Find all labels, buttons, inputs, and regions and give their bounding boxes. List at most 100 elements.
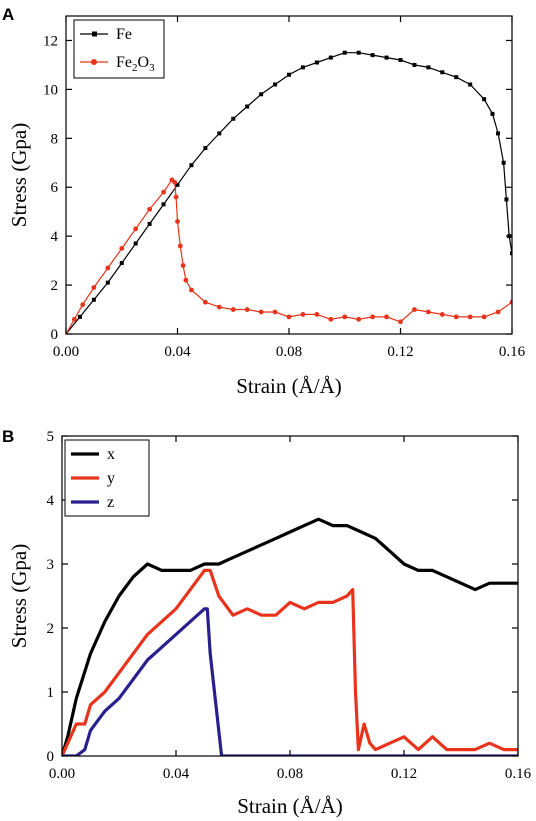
- data-point: [119, 245, 125, 251]
- data-point: [439, 312, 445, 317]
- data-point: [370, 53, 375, 58]
- series-z: [62, 607, 518, 756]
- data-point: [412, 307, 417, 312]
- data-point: [245, 104, 250, 109]
- data-point: [504, 197, 509, 202]
- data-point: [189, 287, 194, 293]
- data-point: [398, 319, 403, 325]
- legend-marker: [92, 31, 97, 37]
- data-point: [183, 277, 189, 283]
- x-tick-label: 0.08: [276, 344, 302, 360]
- y-tick-label: 5: [47, 429, 55, 445]
- series-x: [62, 517, 518, 756]
- data-point: [300, 312, 306, 317]
- data-point: [105, 265, 111, 271]
- y-axis-title: Stress (Gpa): [7, 123, 31, 227]
- data-point: [119, 261, 124, 266]
- data-point: [412, 62, 417, 67]
- y-tick-label: 4: [51, 229, 59, 245]
- y-tick-label: 6: [51, 180, 59, 196]
- data-point: [384, 55, 389, 60]
- data-point: [80, 302, 86, 308]
- data-point: [490, 111, 495, 116]
- data-point: [77, 314, 82, 319]
- y-tick-label: 10: [43, 82, 58, 98]
- legend: xyz: [64, 439, 150, 517]
- data-point: [314, 60, 319, 65]
- data-point: [356, 316, 362, 322]
- data-point: [328, 55, 333, 60]
- series-line: [62, 517, 518, 756]
- y-tick-label: 4: [47, 493, 55, 509]
- panel-a: A 0.00 0.04 0.08 0.12 0.16 0 2 4 6 8 10 12 Strain (Å/…: [2, 5, 526, 398]
- data-point: [175, 182, 180, 187]
- data-point: [147, 221, 152, 226]
- y-tick-label: 2: [51, 278, 59, 294]
- data-point: [398, 58, 403, 63]
- panel-letter: A: [2, 5, 14, 24]
- data-point: [425, 309, 431, 315]
- data-point: [440, 70, 445, 75]
- data-point: [454, 75, 459, 80]
- legend: Fe Fe2O3: [73, 19, 165, 79]
- data-point: [496, 131, 501, 136]
- series-fe: [66, 50, 512, 334]
- data-point: [161, 202, 166, 207]
- series-line: [62, 568, 518, 756]
- x-tick-label: 0.16: [499, 344, 526, 360]
- x-tick-label: 0.00: [53, 344, 79, 360]
- y-tick-label: 12: [43, 33, 58, 49]
- y-tick-label: 1: [47, 685, 55, 701]
- y-tick-label: 8: [51, 131, 59, 147]
- x-tick-label: 0.04: [163, 766, 190, 782]
- series-y: [62, 568, 518, 756]
- data-point: [217, 131, 222, 136]
- panel-b: B 0.00 0.04 0.08 0.12 0.16 0 1 2 3 4 5 Strain (Å/Å) S…: [2, 427, 532, 818]
- data-point: [203, 146, 208, 151]
- data-point: [91, 285, 97, 290]
- panel-letter: B: [2, 427, 14, 446]
- data-point: [231, 116, 236, 121]
- data-point: [173, 194, 179, 200]
- x-tick-label: 0.08: [277, 766, 303, 782]
- data-point: [287, 72, 291, 77]
- data-point: [258, 309, 264, 315]
- series-line: [66, 179, 512, 334]
- x-tick-label: 0.12: [387, 344, 413, 360]
- y-tick-label: 0: [51, 327, 59, 343]
- legend-label: z: [107, 494, 114, 511]
- x-axis-title: Strain (Å/Å): [237, 794, 343, 818]
- data-point: [453, 314, 459, 320]
- data-point: [342, 314, 348, 320]
- legend-label: Fe2O3: [116, 54, 155, 74]
- x-tick-label: 0.04: [164, 344, 191, 360]
- data-point: [71, 316, 77, 322]
- data-point: [510, 251, 512, 256]
- data-point: [501, 160, 506, 165]
- data-point: [286, 314, 292, 320]
- data-point: [300, 65, 305, 70]
- data-point: [272, 309, 278, 315]
- data-point: [175, 219, 180, 224]
- data-point: [482, 97, 487, 102]
- x-tick-label: 0.16: [505, 766, 532, 782]
- data-point: [161, 189, 166, 195]
- data-point: [180, 263, 186, 268]
- data-point: [342, 50, 347, 55]
- data-point: [356, 50, 361, 55]
- data-point: [495, 309, 501, 315]
- data-point: [216, 304, 222, 310]
- data-point: [384, 314, 389, 320]
- data-point: [230, 307, 236, 312]
- legend-label: x: [107, 446, 115, 463]
- data-point: [147, 206, 153, 212]
- x-axis-title: Strain (Å/Å): [236, 374, 342, 398]
- data-point: [468, 82, 473, 87]
- data-point: [328, 316, 334, 322]
- y-tick-label: 0: [47, 749, 55, 765]
- data-point: [172, 179, 178, 185]
- data-point: [91, 297, 96, 302]
- data-point: [467, 314, 473, 320]
- data-point: [273, 82, 278, 87]
